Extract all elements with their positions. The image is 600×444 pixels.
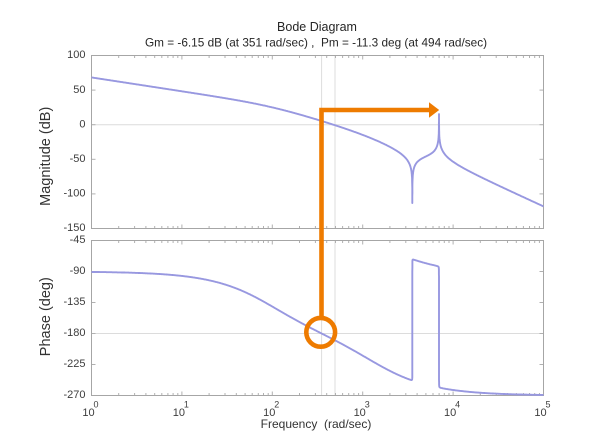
svg-text:Gm = -6.15 dB (at 351 rad/sec): Gm = -6.15 dB (at 351 rad/sec) , Pm = -1…: [145, 36, 487, 50]
svg-text:3: 3: [365, 399, 370, 409]
svg-text:0: 0: [79, 118, 85, 130]
svg-text:-135: -135: [63, 296, 85, 308]
svg-text:0: 0: [93, 399, 98, 409]
svg-text:-90: -90: [70, 265, 86, 277]
svg-text:Bode Diagram: Bode Diagram: [277, 20, 357, 34]
svg-text:4: 4: [455, 399, 460, 409]
svg-text:-150: -150: [63, 222, 85, 234]
svg-text:Frequency (rad/sec): Frequency (rad/sec): [261, 417, 372, 431]
svg-text:-45: -45: [70, 234, 86, 246]
svg-text:2: 2: [274, 399, 279, 409]
svg-text:10: 10: [354, 407, 366, 419]
svg-text:Phase (deg): Phase (deg): [38, 277, 54, 356]
svg-text:-100: -100: [63, 188, 85, 200]
svg-text:Magnitude (dB): Magnitude (dB): [38, 107, 54, 206]
svg-text:10: 10: [534, 407, 546, 419]
svg-text:10: 10: [82, 407, 94, 419]
svg-text:-225: -225: [63, 358, 85, 370]
svg-text:1: 1: [184, 399, 189, 409]
svg-text:50: 50: [73, 84, 85, 96]
svg-text:-270: -270: [63, 389, 85, 401]
svg-text:-50: -50: [70, 153, 86, 165]
svg-text:10: 10: [263, 407, 275, 419]
svg-text:100: 100: [67, 49, 85, 61]
svg-text:-180: -180: [63, 327, 85, 339]
svg-text:5: 5: [545, 399, 550, 409]
svg-text:10: 10: [444, 407, 456, 419]
svg-text:10: 10: [173, 407, 185, 419]
